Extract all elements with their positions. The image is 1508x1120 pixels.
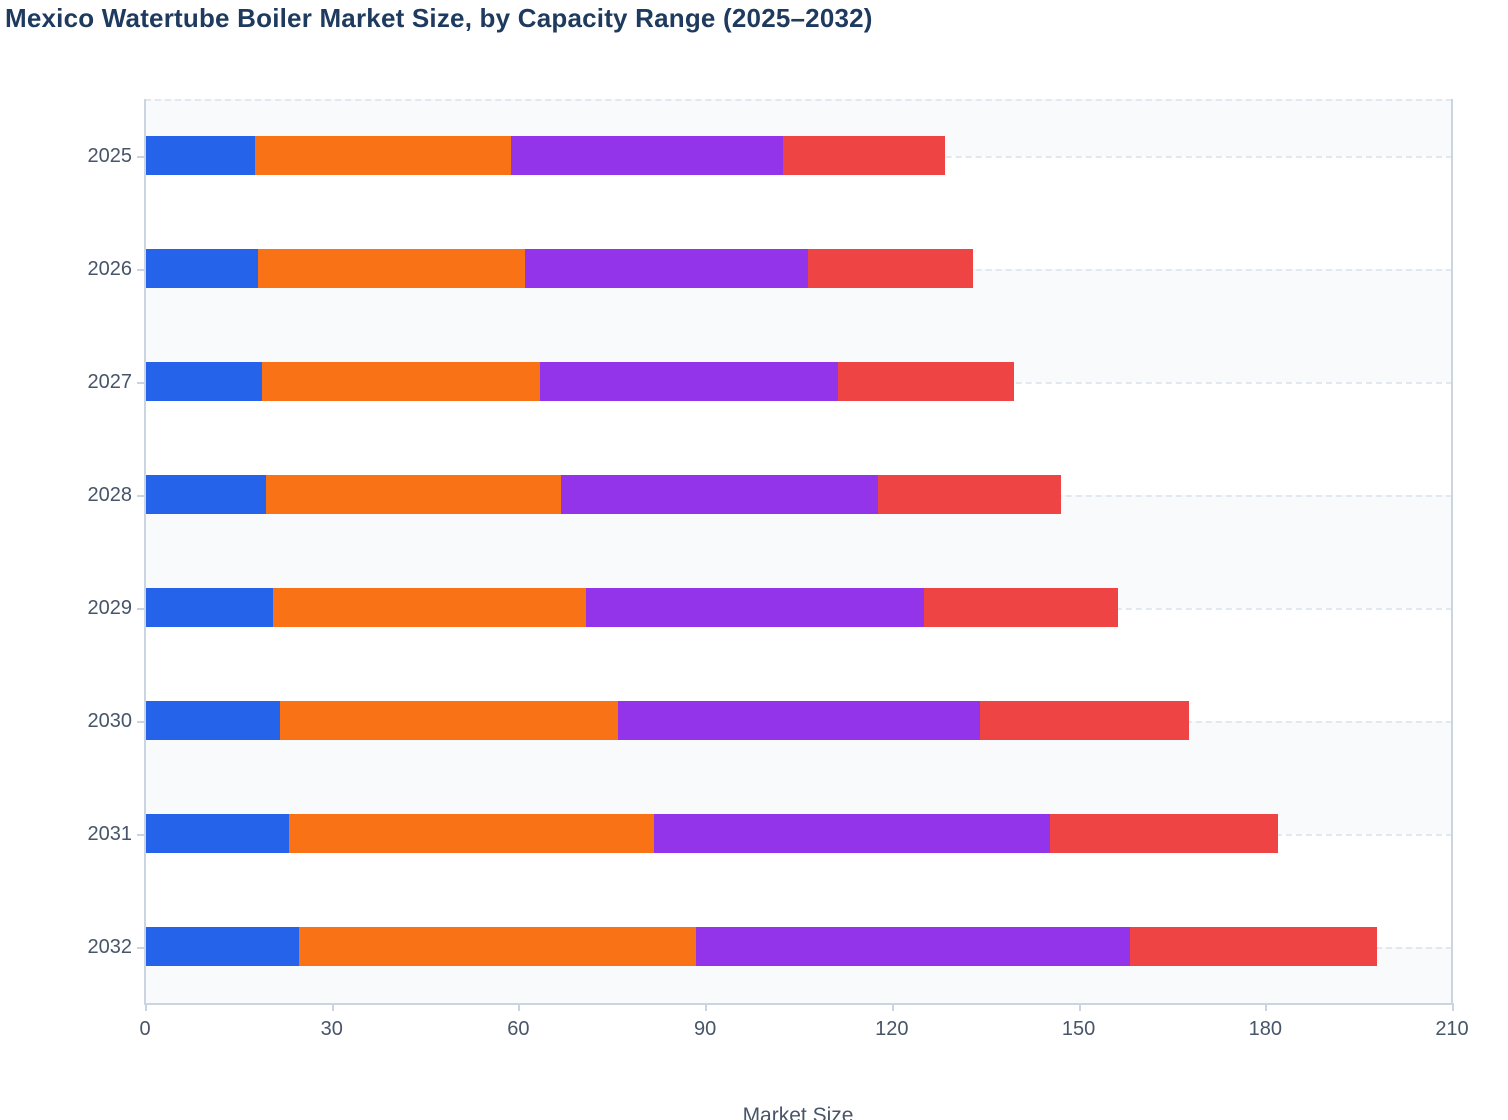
- x-tick-label-120: 120: [875, 1018, 909, 1040]
- bar-segment-2027-blue[interactable]: [145, 362, 262, 401]
- x-tick-label-210: 210: [1435, 1018, 1469, 1040]
- y-tick-mark: [137, 946, 145, 949]
- bar-segment-2028-red[interactable]: [877, 475, 1062, 514]
- x-tick-label-60: 60: [507, 1018, 530, 1040]
- bar-segment-2028-blue[interactable]: [145, 475, 267, 514]
- y-tick-mark: [137, 720, 145, 723]
- y-tick-mark: [137, 833, 145, 836]
- y-tick-label-2029: 2029: [87, 596, 133, 619]
- bar-segment-2025-red[interactable]: [782, 136, 945, 175]
- x-tick-mark: [145, 1003, 147, 1011]
- y-axis-line: [144, 99, 146, 1003]
- bar-segment-2029-blue[interactable]: [145, 588, 273, 627]
- y-tick-label-2027: 2027: [87, 370, 133, 393]
- x-tick-mark: [331, 1003, 334, 1011]
- bar-segment-2030-blue[interactable]: [145, 701, 281, 740]
- bar-segment-2026-red[interactable]: [808, 249, 974, 288]
- bar-segment-2025-purple[interactable]: [510, 136, 783, 175]
- x-tick-mark: [891, 1003, 894, 1011]
- x-tick-label-150: 150: [1061, 1018, 1096, 1040]
- bar-segment-2032-orange[interactable]: [298, 927, 697, 966]
- y-tick-label-2031: 2031: [87, 822, 133, 845]
- x-tick-mark: [1452, 1003, 1454, 1011]
- bar-segment-2026-blue[interactable]: [145, 249, 259, 288]
- bar-segment-2030-orange[interactable]: [280, 701, 618, 740]
- plot-area: [145, 99, 1452, 1003]
- bar-segment-2028-orange[interactable]: [266, 475, 562, 514]
- x-tick-mark: [705, 1003, 708, 1011]
- x-tick-mark: [1078, 1003, 1081, 1011]
- y-tick-label-2025: 2025: [87, 144, 133, 167]
- bar-segment-2025-blue[interactable]: [145, 136, 255, 175]
- bar-segment-2026-orange[interactable]: [258, 249, 526, 288]
- y-tick-label-2028: 2028: [87, 483, 133, 506]
- bar-segment-2029-red[interactable]: [923, 588, 1118, 627]
- x-tick-label-180: 180: [1248, 1018, 1282, 1040]
- y-tick-mark: [137, 268, 145, 271]
- y-tick-mark: [137, 381, 145, 384]
- bar-segment-2026-purple[interactable]: [525, 249, 809, 288]
- bar-segment-2027-red[interactable]: [837, 362, 1015, 401]
- bar-segment-2030-red[interactable]: [980, 701, 1190, 740]
- y-tick-label-2032: 2032: [87, 935, 133, 958]
- bar-segment-2032-red[interactable]: [1130, 927, 1378, 966]
- y-tick-label-2026: 2026: [87, 257, 133, 280]
- bar-segment-2032-blue[interactable]: [145, 927, 299, 966]
- y-tick-label-2030: 2030: [87, 709, 133, 732]
- plot-right-border: [1451, 99, 1453, 1003]
- x-tick-label-90: 90: [694, 1018, 717, 1040]
- x-tick-label-30: 30: [320, 1018, 343, 1040]
- bar-segment-2028-purple[interactable]: [561, 475, 878, 514]
- y-tick-mark: [137, 607, 145, 610]
- bar-segment-2029-purple[interactable]: [585, 588, 924, 627]
- bar-segment-2027-purple[interactable]: [540, 362, 838, 401]
- bar-segment-2031-blue[interactable]: [145, 814, 290, 853]
- bar-segment-2031-orange[interactable]: [289, 814, 655, 853]
- x-tick-mark: [518, 1003, 521, 1011]
- x-axis-title: Market Size: [742, 1104, 854, 1120]
- bar-segment-2029-orange[interactable]: [272, 588, 586, 627]
- bar-segment-2030-purple[interactable]: [618, 701, 981, 740]
- y-tick-mark: [137, 494, 145, 497]
- bar-segment-2031-red[interactable]: [1049, 814, 1278, 853]
- x-tick-mark: [1265, 1003, 1268, 1011]
- y-tick-mark: [137, 155, 145, 158]
- x-axis-line: [144, 1003, 1453, 1005]
- bar-segment-2027-orange[interactable]: [262, 362, 541, 401]
- gridline: [145, 99, 1452, 101]
- x-tick-label-0: 0: [139, 1018, 151, 1040]
- bar-segment-2031-purple[interactable]: [654, 814, 1050, 853]
- chart-title: Mexico Watertube Boiler Market Size, by …: [5, 3, 873, 33]
- bar-segment-2032-purple[interactable]: [696, 927, 1131, 966]
- bar-segment-2025-orange[interactable]: [254, 136, 511, 175]
